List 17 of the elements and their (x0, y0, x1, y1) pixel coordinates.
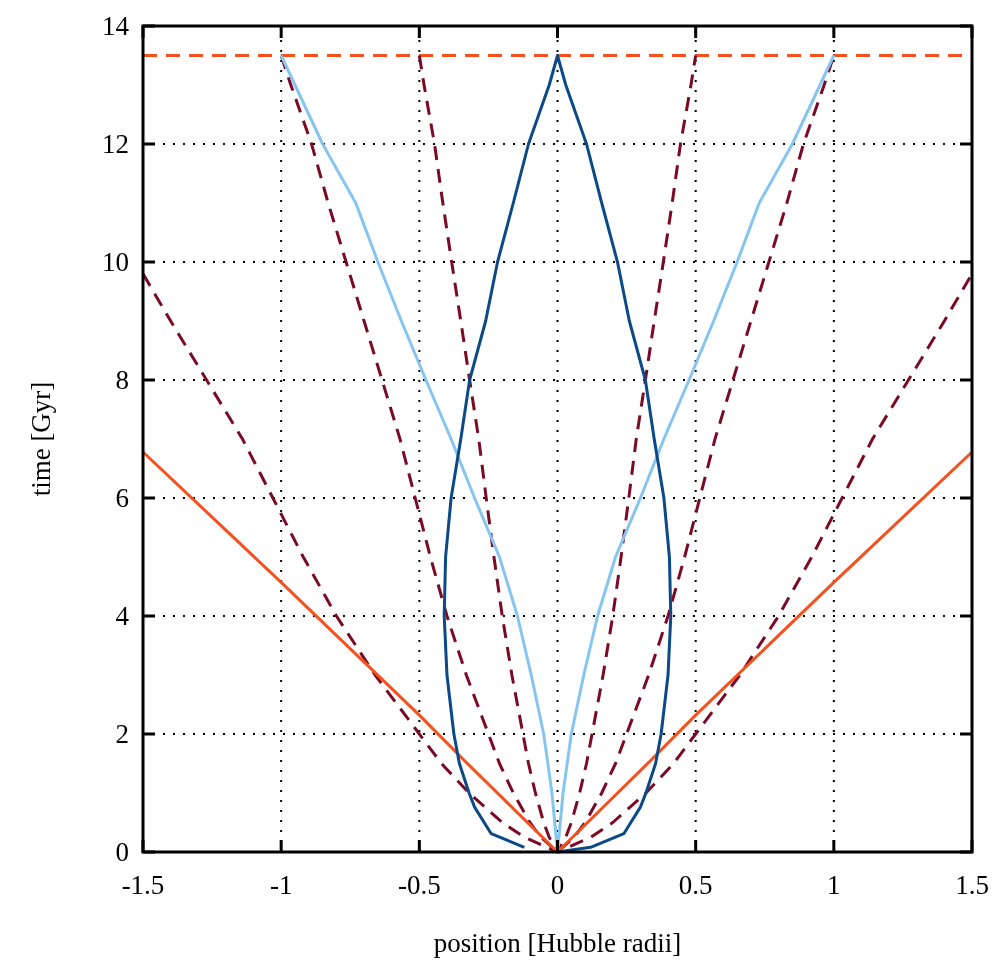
x-axis-title: position [Hubble radii] (433, 928, 682, 958)
y-tick-label: 14 (102, 11, 130, 41)
y-tick-label: 4 (115, 601, 130, 631)
y-tick-label: 2 (115, 719, 129, 749)
y-axis-title: time [Gyr] (26, 381, 56, 497)
y-tick-label: 10 (102, 247, 129, 277)
y-tick-label: 0 (115, 837, 129, 867)
x-tick-label: 1 (827, 870, 841, 900)
x-tick-label: 1.5 (955, 870, 989, 900)
x-tick-label: 0.5 (678, 870, 713, 900)
y-tick-label: 8 (115, 365, 129, 395)
x-tick-label: -1 (269, 870, 293, 900)
y-tick-label: 6 (115, 483, 129, 513)
x-tick-label: -0.5 (397, 870, 441, 900)
x-tick-label: 0 (550, 870, 565, 900)
x-tick-label: -1.5 (121, 870, 165, 900)
y-tick-label: 12 (102, 129, 129, 159)
